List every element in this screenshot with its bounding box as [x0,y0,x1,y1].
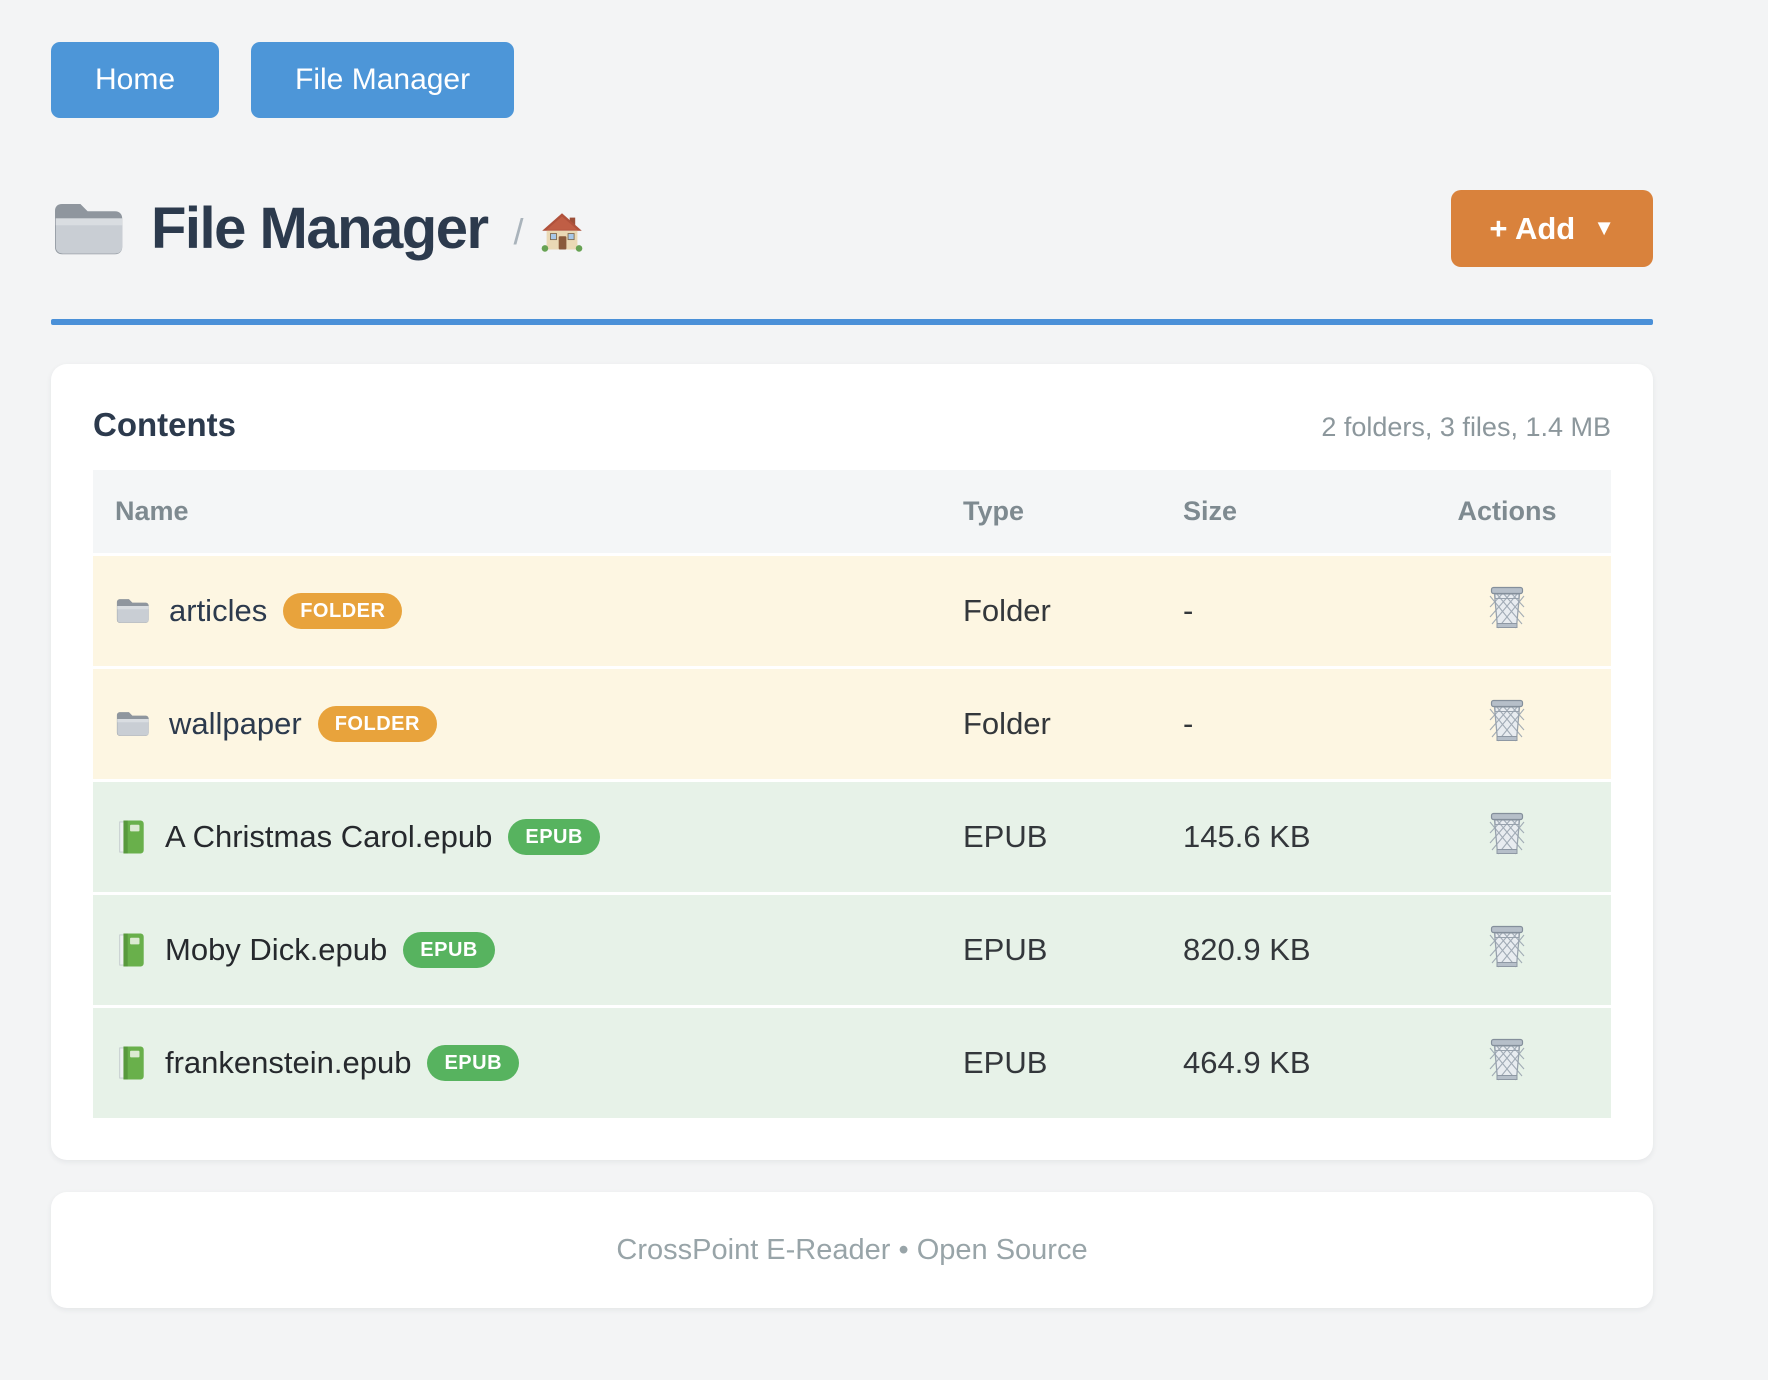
delete-button[interactable] [1488,810,1526,859]
cell-type: EPUB [963,819,1048,854]
green-book-icon [115,818,147,856]
contents-summary: 2 folders, 3 files, 1.4 MB [1321,412,1611,442]
cell-type: Folder [963,706,1051,741]
top-nav: Home File Manager [51,42,1653,118]
cell-actions [1403,810,1611,864]
breadcrumb-separator: / [513,210,524,252]
folder-icon [115,709,151,739]
cell-actions [1403,1036,1611,1090]
table-row: Moby Dick.epub EPUB EPUB 820.9 KB [93,892,1611,1005]
content-container: Home File Manager File Manager / [51,0,1653,1308]
footer: CrossPoint E-Reader • Open Source [51,1192,1653,1308]
table-row: wallpaper FOLDER Folder - [93,666,1611,779]
item-name: A Christmas Carol.epub [165,819,493,854]
nav-button-file-manager[interactable]: File Manager [251,42,515,118]
item-name[interactable]: articles [169,593,268,628]
column-header-size: Size [1183,496,1238,526]
page-header: File Manager / [51,190,1653,267]
cell-name: frankenstein.epub EPUB [93,1044,963,1082]
item-name: Moby Dick.epub [165,932,388,967]
nav-button-home[interactable]: Home [51,42,220,118]
card-header: Contents 2 folders, 3 files, 1.4 MB [93,406,1611,444]
cell-actions [1403,923,1611,977]
footer-text: CrossPoint E-Reader • Open Source [616,1233,1088,1266]
green-book-icon [115,1044,147,1082]
cell-name: A Christmas Carol.epub EPUB [93,818,963,856]
contents-card: Contents 2 folders, 3 files, 1.4 MB Name… [51,364,1653,1160]
files-table: Name Type Size Actions [93,470,1611,1118]
type-badge: EPUB [427,1045,520,1081]
title-group: File Manager / [51,195,584,262]
table-row: articles FOLDER Folder - [93,553,1611,666]
cell-actions [1403,584,1611,638]
cell-name: articles FOLDER [93,593,963,629]
caret-down-icon: ▼ [1593,214,1615,240]
table-body: articles FOLDER Folder - [93,553,1611,1118]
cell-type: EPUB [963,932,1048,967]
table-row: A Christmas Carol.epub EPUB EPUB 145.6 K… [93,779,1611,892]
cell-name: wallpaper FOLDER [93,706,963,742]
delete-button[interactable] [1488,697,1526,746]
cell-size: 464.9 KB [1183,1045,1311,1080]
cell-type: EPUB [963,1045,1048,1080]
cell-type: Folder [963,593,1051,628]
page-title: File Manager [151,196,489,261]
add-button-label: + Add [1489,210,1576,246]
folder-icon [51,198,127,260]
folder-icon [115,596,151,626]
cell-size: 820.9 KB [1183,932,1311,967]
delete-button[interactable] [1488,584,1526,633]
table-header-row: Name Type Size Actions [93,470,1611,553]
item-name[interactable]: wallpaper [169,706,302,741]
cell-size: 145.6 KB [1183,819,1311,854]
column-header-type: Type [963,496,1025,526]
type-badge: EPUB [508,819,600,855]
cell-actions [1403,697,1611,751]
cell-name: Moby Dick.epub EPUB [93,931,963,969]
type-badge: FOLDER [317,706,437,742]
column-header-actions: Actions [1457,496,1557,526]
delete-button[interactable] [1488,923,1526,972]
item-name: frankenstein.epub [165,1045,412,1080]
table-row: frankenstein.epub EPUB EPUB 464.9 KB [93,1005,1611,1118]
delete-button[interactable] [1488,1036,1526,1085]
cell-size: - [1183,593,1194,628]
type-badge: EPUB [403,932,495,968]
card-title: Contents [93,406,236,443]
header-divider [51,319,1653,325]
type-badge: FOLDER [283,593,403,629]
add-button[interactable]: + Add ▼ [1451,190,1653,267]
cell-size: - [1183,706,1194,741]
home-icon[interactable] [540,211,584,255]
green-book-icon [115,931,147,969]
column-header-name: Name [115,496,189,526]
